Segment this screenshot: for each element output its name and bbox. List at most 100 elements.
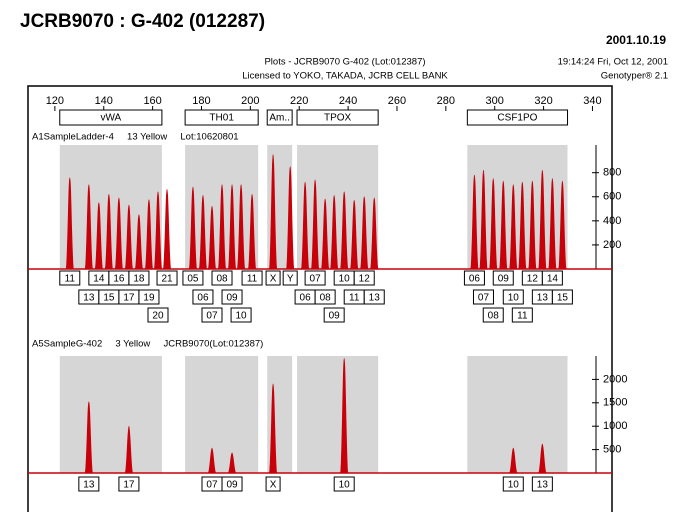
allele-label: 09 — [226, 293, 238, 304]
peak — [162, 189, 172, 270]
allele-box — [492, 270, 514, 286]
marker-name: CSF1PO — [497, 113, 537, 124]
peak — [339, 357, 349, 474]
peak — [369, 197, 379, 270]
x-tick-label: 200 — [241, 95, 259, 107]
peak — [124, 425, 134, 474]
allele-box — [192, 289, 214, 305]
x-tick-label: 160 — [143, 95, 161, 107]
allele-label: 13 — [369, 293, 381, 304]
peak — [227, 452, 237, 474]
allele-label: X — [270, 480, 277, 491]
allele-label: 20 — [152, 311, 164, 322]
x-tick-label: 120 — [46, 95, 64, 107]
allele-box — [314, 289, 336, 305]
allele-label: 07 — [310, 274, 322, 285]
allele-label: 11 — [247, 274, 258, 285]
allele-label: 18 — [133, 274, 145, 285]
page-title: JCRB9070 : G-402 (012287) — [20, 11, 265, 32]
bin-region — [185, 356, 259, 473]
peak — [144, 199, 154, 270]
date: 2001.10.19 — [606, 33, 666, 47]
peak — [114, 197, 124, 270]
allele-box — [472, 289, 494, 305]
allele-label: Y — [287, 274, 294, 285]
allele-box — [221, 476, 243, 492]
allele-box — [463, 270, 485, 286]
marker-box — [296, 109, 379, 126]
peak — [558, 180, 567, 270]
peak — [359, 196, 369, 270]
allele-box — [118, 476, 140, 492]
allele-label: 14 — [93, 274, 105, 285]
peak — [188, 186, 198, 270]
allele-label: 16 — [113, 274, 125, 285]
bin-region — [297, 356, 379, 473]
allele-box — [221, 289, 243, 305]
allele-label: 14 — [547, 274, 559, 285]
peak — [84, 184, 94, 270]
allele-label: 07 — [206, 311, 218, 322]
allele-box — [241, 270, 263, 286]
allele-label: 13 — [83, 293, 95, 304]
x-tick-label: 320 — [534, 95, 552, 107]
bin-region — [467, 356, 568, 473]
allele-box — [201, 307, 223, 323]
allele-label: 10 — [339, 274, 351, 285]
x-tick-label: 180 — [192, 95, 210, 107]
peak — [84, 401, 94, 474]
allele-box — [182, 270, 204, 286]
x-tick-label: 280 — [437, 95, 455, 107]
peak — [198, 195, 208, 270]
y-tick-label: 200 — [603, 239, 621, 251]
peak — [488, 178, 498, 270]
peak — [217, 184, 227, 270]
panel-label: A1SampleLadder-4 13 Yellow Lot:10620801 — [32, 132, 239, 143]
marker-name: Am.. — [269, 113, 290, 124]
y-tick-label: 2000 — [603, 373, 627, 385]
allele-label: 09 — [498, 274, 510, 285]
marker-name: vWA — [100, 113, 121, 124]
y-tick-label: 400 — [603, 215, 621, 227]
allele-box — [156, 270, 178, 286]
peak — [547, 178, 557, 270]
peak — [207, 447, 217, 474]
marker-name: TH01 — [209, 113, 234, 124]
allele-box — [333, 476, 355, 492]
allele-label: 11 — [349, 293, 360, 304]
allele-label: 21 — [161, 274, 173, 285]
peak — [134, 214, 144, 270]
peak — [320, 198, 330, 270]
peak — [508, 447, 518, 474]
marker-box — [59, 109, 163, 126]
x-tick-label: 340 — [583, 95, 601, 107]
peak — [104, 193, 114, 270]
allele-label: 08 — [488, 311, 500, 322]
peak — [94, 202, 104, 270]
allele-box — [353, 270, 375, 286]
x-tick-label: 140 — [95, 95, 113, 107]
marker-box — [466, 109, 569, 126]
peak — [498, 180, 508, 270]
allele-box — [511, 307, 533, 323]
allele-label: 09 — [329, 311, 341, 322]
peak — [339, 191, 349, 270]
allele-box — [282, 270, 298, 286]
peak — [236, 184, 246, 270]
peak — [310, 179, 320, 270]
plots-header: Plots - JCRB9070 G-402 (Lot:012387) — [264, 57, 425, 68]
peak — [537, 443, 547, 474]
peak — [65, 177, 75, 270]
peak — [527, 180, 537, 270]
allele-label: 17 — [123, 480, 135, 491]
timestamp: 19:14:24 Fri, Oct 12, 2001 — [558, 57, 668, 68]
allele-box — [128, 270, 150, 286]
allele-label: 13 — [537, 480, 549, 491]
license: Licensed to YOKO, TAKADA, JCRB CELL BANK — [242, 71, 448, 82]
allele-box — [138, 289, 160, 305]
allele-box — [211, 270, 233, 286]
allele-label: 15 — [557, 293, 569, 304]
allele-label: 08 — [320, 293, 332, 304]
y-tick-label: 500 — [603, 444, 621, 456]
allele-box — [323, 307, 345, 323]
